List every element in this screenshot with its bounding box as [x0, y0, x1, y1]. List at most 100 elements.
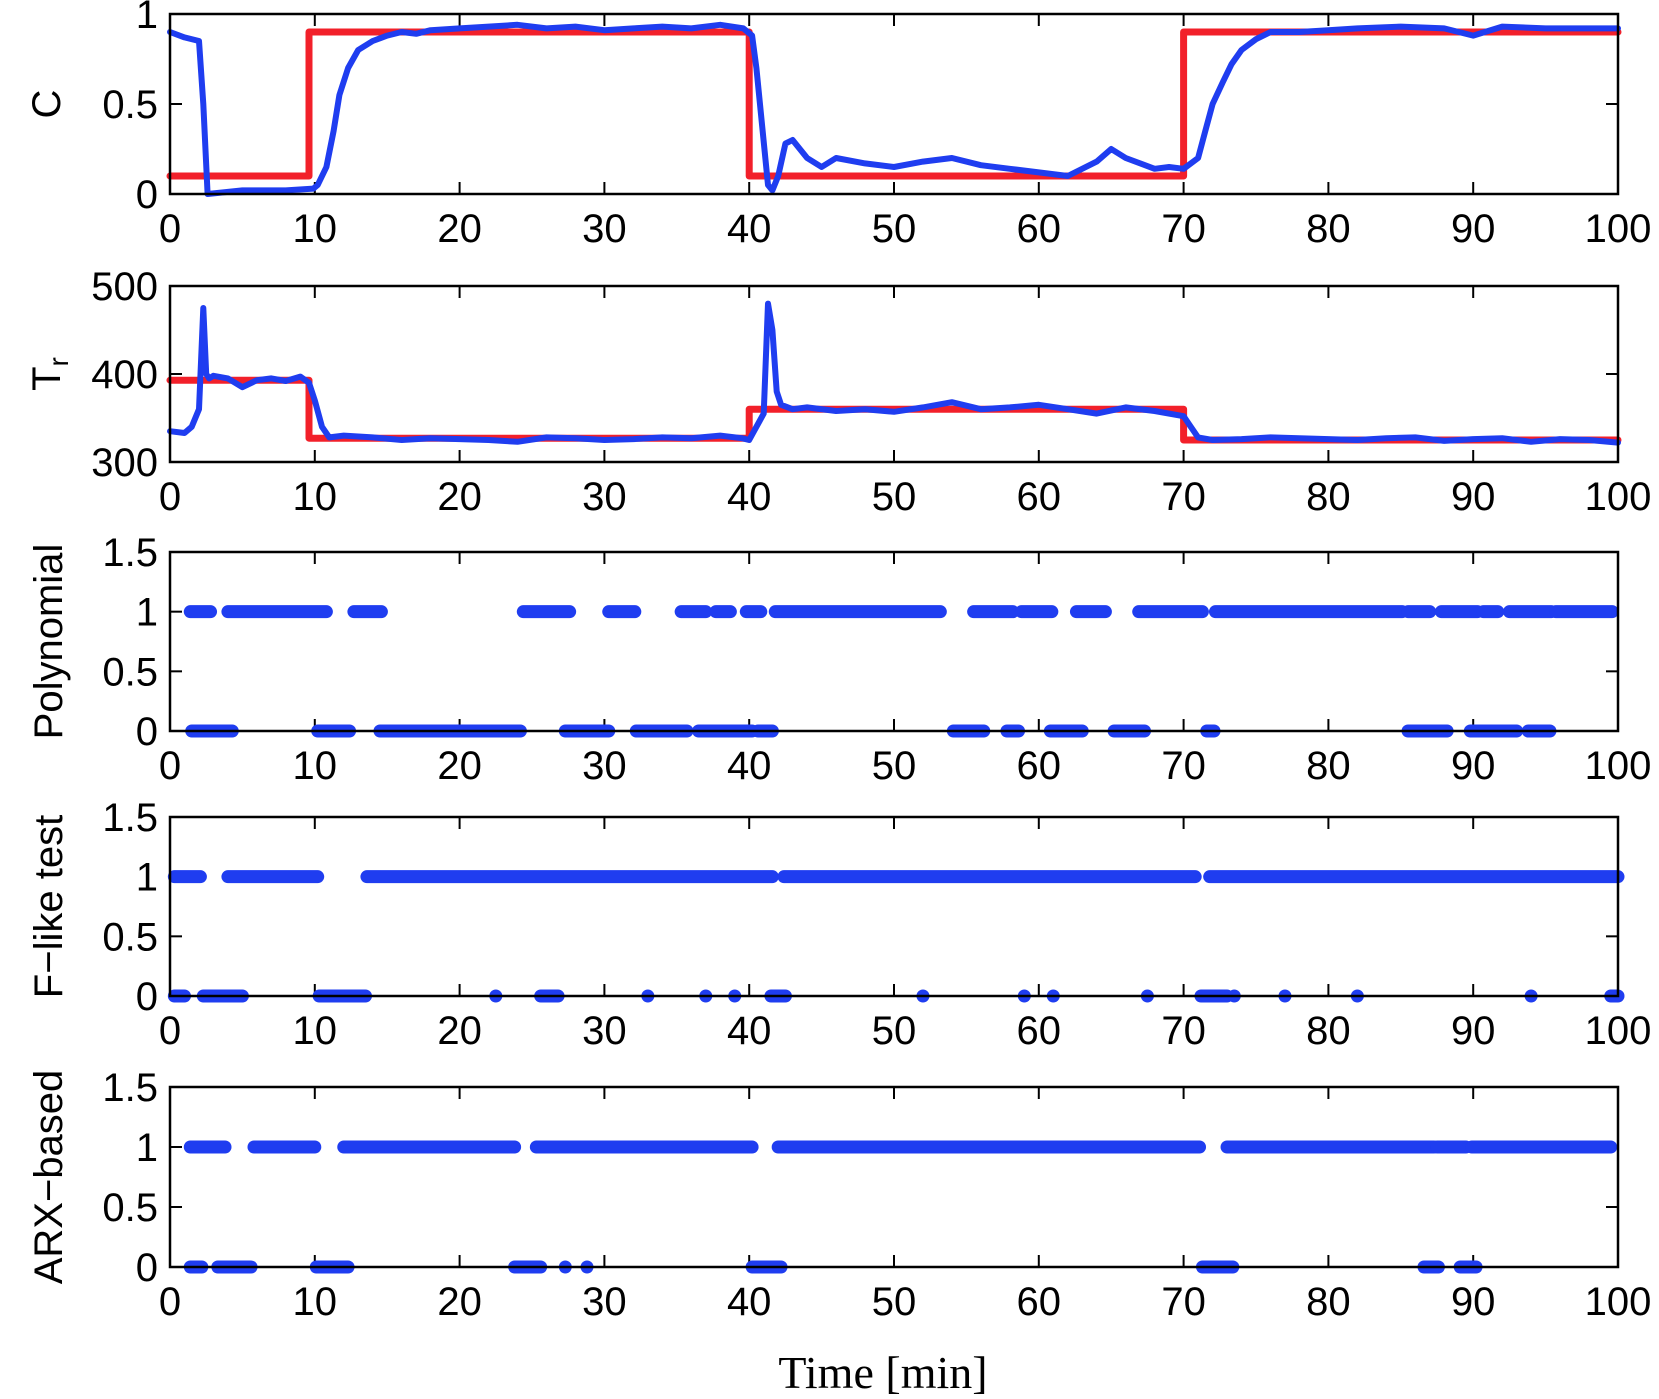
x-tick-label: 10 [293, 744, 338, 788]
x-tick-label: 30 [582, 1009, 627, 1053]
panel-f-like-test-ylabel: F−like test [27, 815, 71, 998]
y-tick-label: 0.5 [102, 650, 158, 694]
y-tick-label: 0 [136, 1246, 158, 1290]
measured-series-line [167, 300, 1621, 446]
panel-tr-tick-labels: 0 10 20 30 40 50 60 70 80 90 100 300 400 500 [91, 265, 1651, 519]
y-tick-label: 1 [136, 591, 158, 635]
x-tick-label: 40 [727, 1280, 772, 1324]
x-tick-label: 40 [727, 744, 772, 788]
panel-c-frame [168, 12, 1620, 196]
y-tick-label: 0.5 [102, 915, 158, 959]
x-tick-label: 0 [159, 475, 181, 519]
x-tick-label: 70 [1161, 1009, 1206, 1053]
x-tick-label: 100 [1585, 1280, 1652, 1324]
panel-f-like-test-marks [167, 870, 1625, 1003]
y-tick-label: 1.5 [102, 1066, 158, 1110]
x-tick-label: 60 [1017, 1280, 1062, 1324]
x-tick-label: 30 [582, 207, 627, 251]
y-tick-label: 400 [91, 353, 158, 397]
x-tick-label: 100 [1585, 475, 1652, 519]
panel-arx-based-ticks [169, 1086, 1619, 1268]
y-tick-label: 1 [136, 856, 158, 900]
x-tick-label: 0 [159, 1280, 181, 1324]
panel-c-tick-labels: 0 10 20 30 40 50 60 70 80 90 100 0 0.5 1 [102, 0, 1651, 251]
x-tick-label: 90 [1451, 1280, 1496, 1324]
x-tick-label: 100 [1585, 744, 1652, 788]
x-tick-label: 0 [159, 1009, 181, 1053]
panel-arx-based-ylabel: ARX−based [27, 1070, 71, 1285]
panel-arx-based: 0 10 20 30 40 50 60 70 80 90 100 0 0.5 1 1.5 ARX−based [27, 1066, 1651, 1324]
x-tick-label: 50 [872, 475, 917, 519]
x-tick-label: 90 [1451, 207, 1496, 251]
y-tick-label: 1 [136, 1126, 158, 1170]
x-tick-label: 90 [1451, 475, 1496, 519]
x-tick-label: 80 [1306, 744, 1351, 788]
panel-tr: 0 10 20 30 40 50 60 70 80 90 100 300 400 500 Tr [25, 265, 1651, 519]
x-tick-label: 70 [1161, 744, 1206, 788]
x-tick-label: 60 [1017, 475, 1062, 519]
panel-f-like-test: 0 10 20 30 40 50 60 70 80 90 100 0 0.5 1 1.5 F−like te… [27, 796, 1651, 1053]
panel-tr-frame [168, 284, 1620, 464]
measured-series-line [167, 21, 1621, 197]
panel-polynomial-frame [168, 550, 1620, 733]
x-tick-label: 20 [437, 1009, 482, 1053]
panel-polynomial: 0 10 20 30 40 50 60 70 80 90 100 0 0.5 1 1.5 Polynomia… [27, 531, 1651, 788]
panel-tr-marks [166, 300, 1622, 446]
panel-arx-based-frame [168, 1085, 1620, 1269]
y-tick-label: 500 [91, 265, 158, 309]
x-tick-label: 100 [1585, 1009, 1652, 1053]
x-tick-label: 10 [293, 475, 338, 519]
y-tick-label: 0 [136, 710, 158, 754]
panel-tr-ylabel-main: T [25, 366, 69, 390]
y-tick-label: 0.5 [102, 1186, 158, 1230]
y-tick-label: 0 [136, 975, 158, 1019]
panel-c: 0 10 20 30 40 50 60 70 80 90 100 0 0.5 1 C [25, 0, 1651, 251]
panel-arx-based-tick-labels: 0 10 20 30 40 50 60 70 80 90 100 0 0.5 1 1.5 [102, 1066, 1651, 1324]
panel-c-marks [166, 21, 1622, 197]
panel-f-like-test-frame [168, 815, 1620, 998]
x-tick-label: 10 [293, 1280, 338, 1324]
reference-series-line [166, 28, 1622, 180]
x-tick-label: 0 [159, 207, 181, 251]
x-tick-label: 20 [437, 207, 482, 251]
x-tick-label: 70 [1161, 1280, 1206, 1324]
panel-arx-based-marks [183, 1140, 1618, 1274]
y-tick-label: 1.5 [102, 796, 158, 840]
panel-f-like-test-ticks [169, 816, 1619, 997]
x-axis-label: Time [min] [778, 1347, 987, 1398]
panel-tr-ylabel: Tr [25, 357, 74, 391]
x-tick-label: 30 [582, 475, 627, 519]
x-tick-label: 60 [1017, 1009, 1062, 1053]
panel-polynomial-tick-labels: 0 10 20 30 40 50 60 70 80 90 100 0 0.5 1 1.5 [102, 531, 1651, 788]
x-tick-label: 90 [1451, 1009, 1496, 1053]
y-tick-label: 1.5 [102, 531, 158, 575]
x-tick-label: 70 [1161, 475, 1206, 519]
x-tick-label: 80 [1306, 1280, 1351, 1324]
x-tick-label: 10 [293, 1009, 338, 1053]
y-tick-label: 0 [136, 173, 158, 217]
x-tick-label: 20 [437, 1280, 482, 1324]
x-tick-label: 30 [582, 744, 627, 788]
y-tick-label: 1 [136, 0, 158, 37]
x-tick-label: 40 [727, 1009, 772, 1053]
x-tick-label: 80 [1306, 207, 1351, 251]
panel-c-ylabel: C [25, 90, 69, 119]
x-tick-label: 80 [1306, 1009, 1351, 1053]
x-tick-label: 40 [727, 475, 772, 519]
y-tick-label: 300 [91, 441, 158, 485]
x-tick-label: 50 [872, 1280, 917, 1324]
x-tick-label: 80 [1306, 475, 1351, 519]
x-tick-label: 20 [437, 744, 482, 788]
x-tick-label: 20 [437, 475, 482, 519]
x-tick-label: 60 [1017, 207, 1062, 251]
panel-polynomial-marks [183, 605, 1619, 738]
x-tick-label: 40 [727, 207, 772, 251]
x-tick-label: 50 [872, 1009, 917, 1053]
x-tick-label: 100 [1585, 207, 1652, 251]
x-tick-label: 70 [1161, 207, 1206, 251]
panel-polynomial-ticks [169, 551, 1619, 732]
panel-polynomial-ylabel: Polynomial [27, 544, 71, 740]
x-tick-label: 30 [582, 1280, 627, 1324]
x-tick-label: 10 [293, 207, 338, 251]
